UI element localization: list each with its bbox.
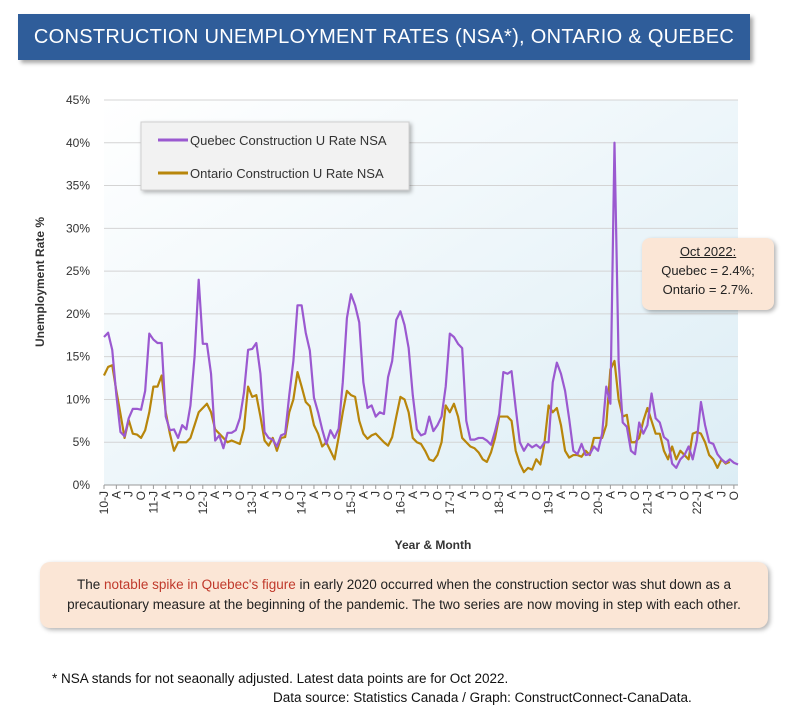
line-chart: 0%5%10%15%20%25%30%35%40%45% 10-JAJO11-J… — [33, 93, 741, 552]
x-tick-label: J — [715, 491, 729, 497]
y-axis-ticks: 0% 5% 10% 15% 20% 25% 30% 35% 40% 45% — [66, 93, 90, 492]
chart-title: CONSTRUCTION UNEMPLOYMENT RATES (NSA*), … — [33, 25, 735, 48]
note-highlight: notable spike in Quebec's figure — [104, 577, 296, 592]
x-tick-label: 21-J — [640, 491, 654, 514]
x-tick-label: 11-J — [146, 491, 160, 513]
x-tick-label: O — [430, 491, 444, 500]
title-banner: CONSTRUCTION UNEMPLOYMENT RATES (NSA*), … — [18, 14, 750, 60]
legend-label-quebec: Quebec Construction U Rate NSA — [190, 133, 387, 148]
x-tick-label: A — [159, 491, 173, 499]
x-tick-label: J — [171, 491, 185, 497]
y-tick-label: 45% — [66, 93, 90, 107]
legend: Quebec Construction U Rate NSA Ontario C… — [140, 121, 410, 191]
x-tick-label: O — [529, 491, 543, 500]
x-tick-label: 13-J — [245, 491, 259, 514]
callout-ontario: Ontario = 2.7%. — [662, 282, 754, 297]
x-tick-label: O — [183, 491, 197, 500]
x-tick-label: J — [566, 491, 580, 497]
x-tick-label: J — [221, 491, 235, 497]
x-tick-label: A — [356, 491, 370, 499]
x-axis-ticks: 10-JAJO11-JAJO12-JAJO13-JAJO14-JAJO15-JA… — [97, 485, 741, 514]
y-tick-label: 5% — [73, 435, 91, 449]
series-line-quebec — [103, 141, 739, 469]
x-tick-label: 18-J — [492, 491, 506, 514]
note-before: The — [77, 577, 105, 592]
x-tick-label: A — [406, 491, 420, 499]
x-tick-label: A — [554, 491, 568, 499]
x-tick-label: 14-J — [295, 491, 309, 514]
x-tick-label: A — [208, 491, 222, 499]
y-tick-label: 15% — [66, 350, 90, 364]
x-tick-label: A — [653, 491, 667, 499]
callout-quebec: Quebec = 2.4%; — [661, 263, 755, 278]
x-tick-label: O — [134, 491, 148, 500]
x-tick-label: J — [122, 491, 136, 497]
x-tick-label: J — [369, 491, 383, 497]
y-tick-label: 10% — [66, 392, 90, 406]
explanation-note: The notable spike in Quebec's figure in … — [40, 562, 768, 628]
x-tick-label: J — [270, 491, 284, 497]
x-tick-label: O — [233, 491, 247, 500]
x-axis-label: Year & Month — [395, 538, 472, 552]
callout-heading: Oct 2022: — [679, 244, 737, 259]
x-tick-label: 16-J — [393, 491, 407, 514]
x-tick-label: O — [727, 491, 741, 500]
x-tick-label: 19-J — [542, 491, 556, 514]
note-after: in early 2020 occurred when the construc… — [67, 577, 741, 612]
x-tick-label: 17-J — [443, 491, 457, 514]
y-axis-label: Unemployment Rate % — [33, 217, 47, 347]
y-tick-label: 30% — [66, 221, 90, 235]
x-tick-label: J — [418, 491, 432, 497]
x-tick-label: J — [517, 491, 531, 497]
x-tick-label: A — [109, 491, 123, 499]
y-tick-label: 20% — [66, 307, 90, 321]
footnote: * NSA stands for not seaonally adjusted.… — [52, 671, 509, 686]
x-tick-label: O — [480, 491, 494, 500]
x-tick-label: A — [505, 491, 519, 499]
x-tick-label: J — [616, 491, 630, 497]
x-tick-label: A — [455, 491, 469, 499]
x-tick-label: 22-J — [690, 491, 704, 514]
x-tick-label: A — [603, 491, 617, 499]
y-tick-label: 35% — [66, 179, 90, 193]
x-tick-label: O — [677, 491, 691, 500]
data-source: Data source: Statistics Canada / Graph: … — [273, 690, 692, 705]
x-tick-label: A — [258, 491, 272, 499]
x-tick-label: A — [702, 491, 716, 499]
x-tick-label: O — [381, 491, 395, 500]
series-lines — [103, 141, 739, 474]
y-tick-label: 40% — [66, 136, 90, 150]
gridlines — [104, 99, 738, 486]
x-tick-label: J — [319, 491, 333, 497]
series-line-ontario — [103, 359, 731, 474]
x-tick-label: O — [628, 491, 642, 500]
y-tick-label: 25% — [66, 264, 90, 278]
x-tick-label: O — [282, 491, 296, 500]
x-tick-label: 10-J — [97, 491, 111, 514]
x-tick-label: 20-J — [591, 491, 605, 514]
x-tick-label: O — [332, 491, 346, 500]
x-tick-label: J — [665, 491, 679, 497]
legend-label-ontario: Ontario Construction U Rate NSA — [190, 166, 384, 181]
x-tick-label: 15-J — [344, 491, 358, 514]
y-tick-label: 0% — [73, 478, 91, 492]
latest-values-callout: Oct 2022: Quebec = 2.4%; Ontario = 2.7%. — [642, 238, 774, 310]
x-tick-label: A — [307, 491, 321, 499]
x-tick-label: O — [579, 491, 593, 500]
x-tick-label: 12-J — [196, 491, 210, 514]
x-tick-label: J — [468, 491, 482, 497]
